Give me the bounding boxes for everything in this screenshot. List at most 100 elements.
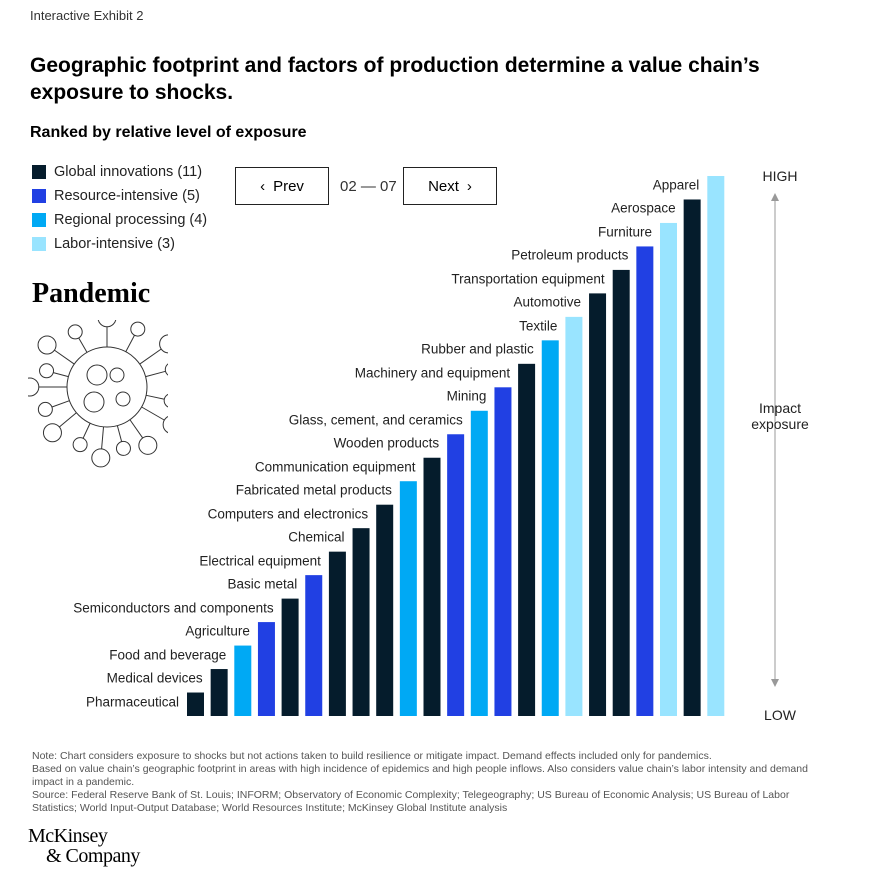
virus-part xyxy=(28,377,40,397)
virus-spike xyxy=(51,371,69,378)
bar-label: Machinery and equipment xyxy=(354,365,511,381)
bar-petroleum-products xyxy=(636,246,654,716)
virus-spike xyxy=(82,423,91,440)
virus-part xyxy=(37,401,53,417)
virus-part xyxy=(163,393,168,408)
virus-spike xyxy=(52,348,75,365)
bar-label: Agriculture xyxy=(185,623,250,639)
subtitle: Ranked by relative level of exposure xyxy=(30,124,307,141)
legend-swatch xyxy=(32,189,46,203)
arrow-up-icon xyxy=(771,193,779,201)
virus-spike xyxy=(129,419,145,440)
virus-spike xyxy=(100,426,105,451)
bar-label: Semiconductors and components xyxy=(73,600,274,616)
bar-label: Basic metal xyxy=(227,576,298,592)
bar-agriculture xyxy=(257,622,275,716)
note-text: Note: Chart considers exposure to shocks… xyxy=(32,750,712,762)
bar-basic-metal xyxy=(305,575,323,716)
bar-glass-cement-and-ceramics xyxy=(470,410,488,716)
bar-label: Textile xyxy=(519,318,558,334)
axis-label-line2: exposure xyxy=(751,416,809,432)
axis-low-label: LOW xyxy=(764,707,796,723)
next-button[interactable]: Next › xyxy=(403,167,497,205)
bar-medical-devices xyxy=(210,669,228,716)
virus-part xyxy=(97,320,117,328)
legend-label: Regional processing (4) xyxy=(54,212,208,228)
legend-item-resource: Resource-intensive (5) xyxy=(32,188,200,204)
bar-wooden-products xyxy=(447,434,465,716)
footnote: Note: Chart considers exposure to shocks… xyxy=(32,750,832,815)
bar-label: Rubber and plastic xyxy=(421,341,534,357)
virus-part xyxy=(164,363,168,376)
virus-part xyxy=(159,334,168,354)
note-text-2: Based on value chain’s geographic footpr… xyxy=(32,763,808,788)
bar-label: Communication equipment xyxy=(254,459,416,475)
bar-label: Automotive xyxy=(513,294,582,310)
bar-label: Food and beverage xyxy=(109,647,227,663)
bar-furniture xyxy=(660,222,677,716)
virus-spike xyxy=(146,394,166,400)
bar-fabricated-metal-products xyxy=(399,481,417,716)
arrow-down-icon xyxy=(771,679,779,687)
bar-rubber-and-plastic xyxy=(541,340,559,716)
virus-part xyxy=(115,440,131,456)
legend-swatch xyxy=(32,165,46,179)
virus-part xyxy=(42,423,62,443)
bar-textile xyxy=(565,316,583,716)
bar-computers-and-electronics xyxy=(376,504,394,716)
axis-label-line1: Impact xyxy=(758,400,801,416)
legend-label: Resource-intensive (5) xyxy=(54,188,200,204)
bar-food-and-beverage xyxy=(234,645,252,716)
mckinsey-logo: McKinsey & Company xyxy=(28,826,140,866)
virus-part xyxy=(83,391,105,413)
bar-semiconductors-and-components xyxy=(281,598,299,716)
scenario-title: Pandemic xyxy=(32,278,151,309)
bar-label: Pharmaceutical xyxy=(85,694,179,710)
legend-swatch xyxy=(32,213,46,227)
bar-mining xyxy=(494,387,512,716)
prev-button[interactable]: ‹ Prev xyxy=(235,167,329,205)
bar-label: Furniture xyxy=(597,224,652,240)
kicker: Interactive Exhibit 2 xyxy=(30,8,144,23)
virus-part xyxy=(138,435,158,455)
virus-part xyxy=(130,321,146,337)
bar-automotive xyxy=(589,293,607,716)
bar-aerospace xyxy=(683,199,701,716)
virus-part xyxy=(39,363,55,379)
legend-label: Global innovations (11) xyxy=(54,164,203,180)
axis-label: Impact exposure xyxy=(745,400,815,432)
bar-label: Mining xyxy=(446,388,487,404)
bar-chemical xyxy=(352,528,370,716)
virus-part xyxy=(67,324,83,340)
virus-part xyxy=(162,416,168,434)
virus-spike xyxy=(50,400,70,408)
virus-part xyxy=(72,437,88,453)
virus-part xyxy=(115,391,131,407)
virus-part xyxy=(86,364,108,386)
bar-machinery-and-equipment xyxy=(518,363,536,716)
prev-label: Prev xyxy=(273,177,304,195)
bar-communication-equipment xyxy=(423,457,441,716)
legend-swatch xyxy=(32,237,46,251)
logo-line1: McKinsey xyxy=(28,825,108,847)
virus-spike xyxy=(116,425,123,444)
next-label: Next xyxy=(428,177,459,195)
bar-label: Computers and electronics xyxy=(207,506,369,522)
bar-electrical-equipment xyxy=(328,551,346,716)
legend-label: Labor-intensive (3) xyxy=(54,236,175,252)
bar-label: Apparel xyxy=(652,177,700,193)
logo-line2: & Company xyxy=(46,845,140,867)
virus-spike xyxy=(139,347,163,365)
axis-high-label: HIGH xyxy=(762,168,798,184)
virus-spike xyxy=(125,333,136,352)
bar-label: Medical devices xyxy=(106,670,203,686)
page-title: Geographic footprint and factors of prod… xyxy=(30,54,760,104)
bar-apparel xyxy=(707,176,725,716)
bar-label: Transportation equipment xyxy=(451,271,605,287)
source-text: Source: Federal Reserve Bank of St. Loui… xyxy=(32,789,790,814)
legend-item-labor: Labor-intensive (3) xyxy=(32,236,175,252)
virus-spike xyxy=(77,336,88,353)
bar-label: Electrical equipment xyxy=(199,553,321,569)
bar-label: Wooden products xyxy=(333,435,440,451)
